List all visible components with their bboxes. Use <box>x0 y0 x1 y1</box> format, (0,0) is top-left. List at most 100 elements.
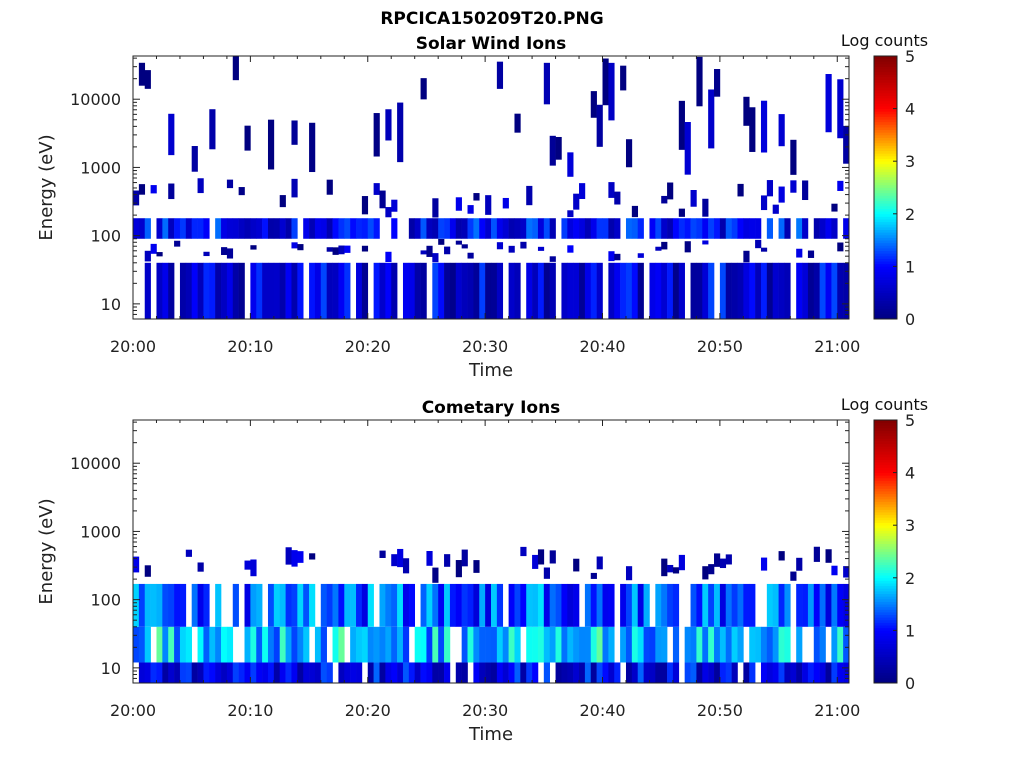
heatmap-cell <box>708 89 715 149</box>
colorbar-segment <box>874 279 897 283</box>
heatmap-cell <box>438 662 445 683</box>
heatmap-cell <box>731 583 738 627</box>
colorbar-segment <box>874 100 897 104</box>
heatmap-cell <box>596 218 603 239</box>
heatmap-cell <box>549 135 556 166</box>
colorbar-segment <box>874 535 897 539</box>
colorbar-segment <box>874 667 897 671</box>
heatmap-cell <box>596 262 603 319</box>
heatmap-cell <box>755 218 762 239</box>
heatmap-cell <box>191 218 198 239</box>
heatmap-cell <box>508 626 515 663</box>
colorbar-segment <box>874 292 897 296</box>
heatmap-cell <box>608 182 615 198</box>
heatmap-cell <box>344 218 351 239</box>
heatmap-cell <box>608 583 615 627</box>
heatmap-cell <box>402 626 410 663</box>
heatmap-cell <box>473 626 480 663</box>
heatmap-cell <box>168 626 175 663</box>
heatmap-cell <box>667 662 674 683</box>
heatmap-cell <box>543 262 550 319</box>
heatmap-cell <box>649 218 656 239</box>
heatmap-cell <box>449 262 457 319</box>
heatmap-cell <box>743 583 750 627</box>
heatmap-cell <box>537 246 545 251</box>
colorbar-segment <box>874 276 897 280</box>
y-tick-label: 10000 <box>70 454 121 473</box>
heatmap-cell <box>678 554 685 571</box>
colorbar-segment <box>874 656 897 660</box>
colorbar-segment <box>874 234 897 238</box>
colorbar-segment <box>874 496 897 500</box>
heatmap-cell <box>385 626 392 663</box>
colorbar-segment <box>874 438 897 442</box>
heatmap-cell <box>625 139 633 168</box>
colorbar-segment <box>874 82 897 86</box>
colorbar-segment <box>874 491 897 495</box>
colorbar-segment <box>874 420 897 424</box>
heatmap-cell <box>332 626 339 663</box>
heatmap-cell <box>725 218 732 239</box>
heatmap-cell <box>802 218 809 239</box>
heatmap-cell <box>567 626 574 663</box>
colorbar-segment <box>874 559 897 563</box>
heatmap-cell <box>549 256 556 262</box>
heatmap-cell <box>232 662 239 683</box>
colorbar-segment <box>874 300 897 304</box>
heatmap-cell <box>725 583 732 627</box>
colorbar-segment <box>874 593 897 597</box>
heatmap-cell <box>285 262 292 319</box>
heatmap-cell <box>496 583 504 627</box>
heatmap-cell <box>356 662 363 683</box>
heatmap-cell <box>672 218 680 239</box>
colorbar-segment <box>874 601 897 605</box>
heatmap-cell <box>508 218 515 239</box>
colorbar-tick-label: 3 <box>905 152 915 171</box>
colorbar-segment <box>874 240 897 244</box>
colorbar-segment <box>874 590 897 594</box>
heatmap-cell <box>367 626 374 663</box>
heatmap-cell <box>297 262 304 319</box>
colorbar-segment <box>874 226 897 230</box>
y-axis-label: Energy (eV) <box>36 498 57 604</box>
colorbar-title: Log counts <box>841 31 928 50</box>
heatmap-cell <box>667 262 674 319</box>
heatmap-cell <box>672 262 680 319</box>
heatmap-cell <box>667 182 674 200</box>
heatmap-cell <box>291 120 298 145</box>
colorbar-segment <box>874 134 897 138</box>
heatmap-cell <box>461 662 468 683</box>
heatmap-cell <box>326 662 333 683</box>
heatmap-cell <box>203 218 210 239</box>
heatmap-cell <box>508 583 515 627</box>
colorbar-segment <box>874 308 897 312</box>
heatmap-cell <box>807 662 815 683</box>
heatmap-cell <box>303 218 310 239</box>
heatmap-cell <box>813 546 820 562</box>
heatmap-cell <box>215 262 222 319</box>
colorbar-segment <box>874 572 897 576</box>
heatmap-cell <box>174 583 181 627</box>
colorbar-segment <box>874 108 897 112</box>
heatmap-cell <box>420 662 427 683</box>
heatmap-cell <box>197 662 204 683</box>
colorbar-segment <box>874 669 897 673</box>
heatmap-cell <box>543 62 550 105</box>
colorbar-segment <box>874 598 897 602</box>
heatmap-cell <box>185 549 192 557</box>
heatmap-cell <box>555 583 562 627</box>
colorbar-segment <box>874 464 897 468</box>
heatmap-cell <box>391 554 398 567</box>
heatmap-cell <box>532 218 539 239</box>
heatmap-cell <box>778 218 785 239</box>
heatmap-cell <box>479 626 486 663</box>
colorbar-segment <box>874 614 897 618</box>
heatmap-cell <box>573 662 580 683</box>
heatmap-cell <box>303 626 310 663</box>
heatmap-cell <box>549 626 556 663</box>
heatmap-cell <box>326 247 333 252</box>
colorbar-segment <box>874 205 897 209</box>
heatmap-cell <box>637 626 644 663</box>
heatmap-cell <box>543 218 550 239</box>
y-axis-label: Energy (eV) <box>36 134 57 240</box>
